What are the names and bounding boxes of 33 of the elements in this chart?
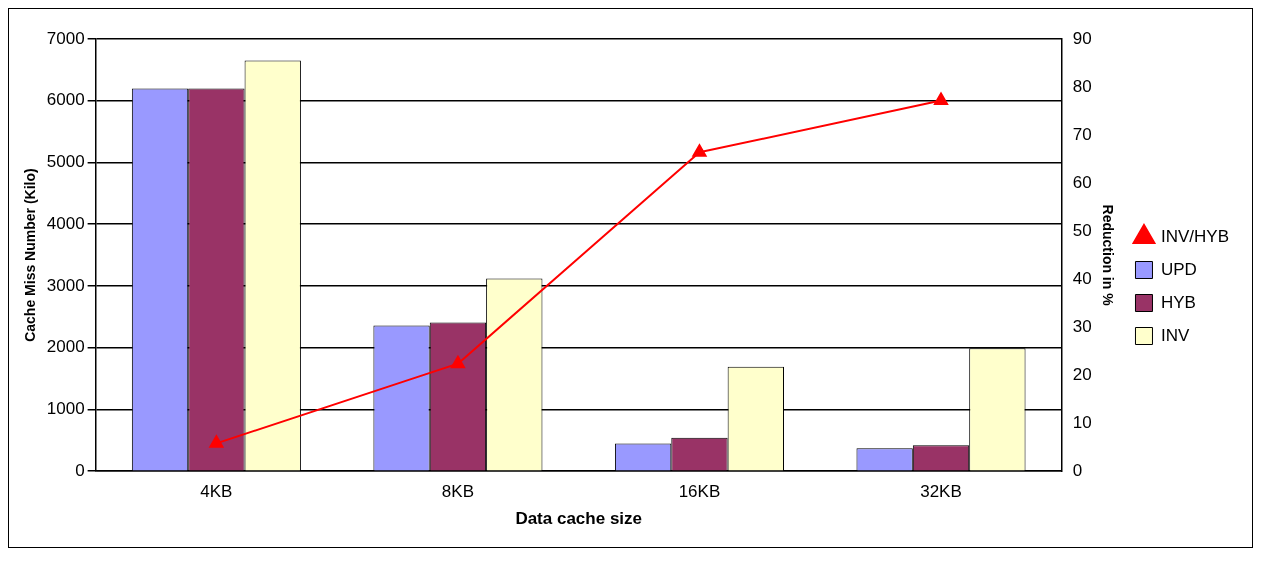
y-axis-title: Cache Miss Number (Kilo) — [22, 168, 39, 342]
y-tick-label: 4000 — [46, 213, 85, 233]
y-tick-label: 5000 — [46, 152, 85, 172]
point — [692, 144, 707, 157]
y2-tick-label: 30 — [1072, 316, 1092, 336]
legend-label: INV — [1160, 325, 1190, 345]
point — [933, 92, 949, 105]
x-axis-title: Data cache size — [515, 509, 643, 529]
y-tick-label: 2000 — [46, 337, 85, 357]
y2-tick-label: 70 — [1072, 124, 1092, 144]
y-tick-label: 1000 — [46, 399, 85, 419]
y2-tick-label: 0 — [1072, 460, 1083, 480]
x-tick-label: 8KB — [441, 482, 474, 502]
y2-tick-label: 90 — [1072, 28, 1092, 48]
point — [209, 435, 224, 448]
y2-tick-label: 60 — [1072, 172, 1092, 192]
x-tick-label: 32KB — [920, 482, 962, 502]
y2-tick-label: 20 — [1072, 364, 1092, 384]
y-tick-label: 7000 — [46, 28, 85, 48]
y-tick-label: 3000 — [46, 275, 85, 295]
point — [450, 355, 465, 369]
x-tick-label: 16KB — [678, 482, 721, 502]
y2-tick-label: 10 — [1072, 412, 1092, 432]
y-tick-label: 6000 — [46, 90, 85, 110]
y2-tick-label: 50 — [1072, 220, 1092, 240]
legend-label: HYB — [1160, 292, 1196, 312]
y-tick-label: 0 — [75, 460, 85, 480]
y2-tick-label: 40 — [1072, 268, 1092, 288]
y2-tick-label: 80 — [1072, 76, 1092, 96]
legend-label: UPD — [1160, 259, 1197, 279]
legend-label: INV/HYB — [1160, 226, 1230, 246]
y2-axis-title: Reduction in % — [1100, 204, 1117, 307]
x-tick-label: 4KB — [200, 482, 233, 502]
